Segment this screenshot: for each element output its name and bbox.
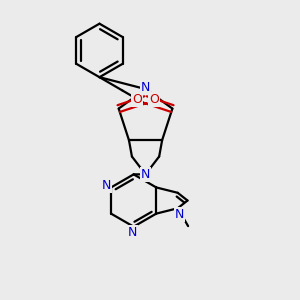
Text: N: N xyxy=(141,81,150,94)
Text: N: N xyxy=(128,226,137,238)
Text: O: O xyxy=(132,93,142,106)
Text: O: O xyxy=(149,93,159,106)
Text: N: N xyxy=(102,179,111,193)
Text: N: N xyxy=(141,168,150,181)
Text: N: N xyxy=(175,208,184,221)
